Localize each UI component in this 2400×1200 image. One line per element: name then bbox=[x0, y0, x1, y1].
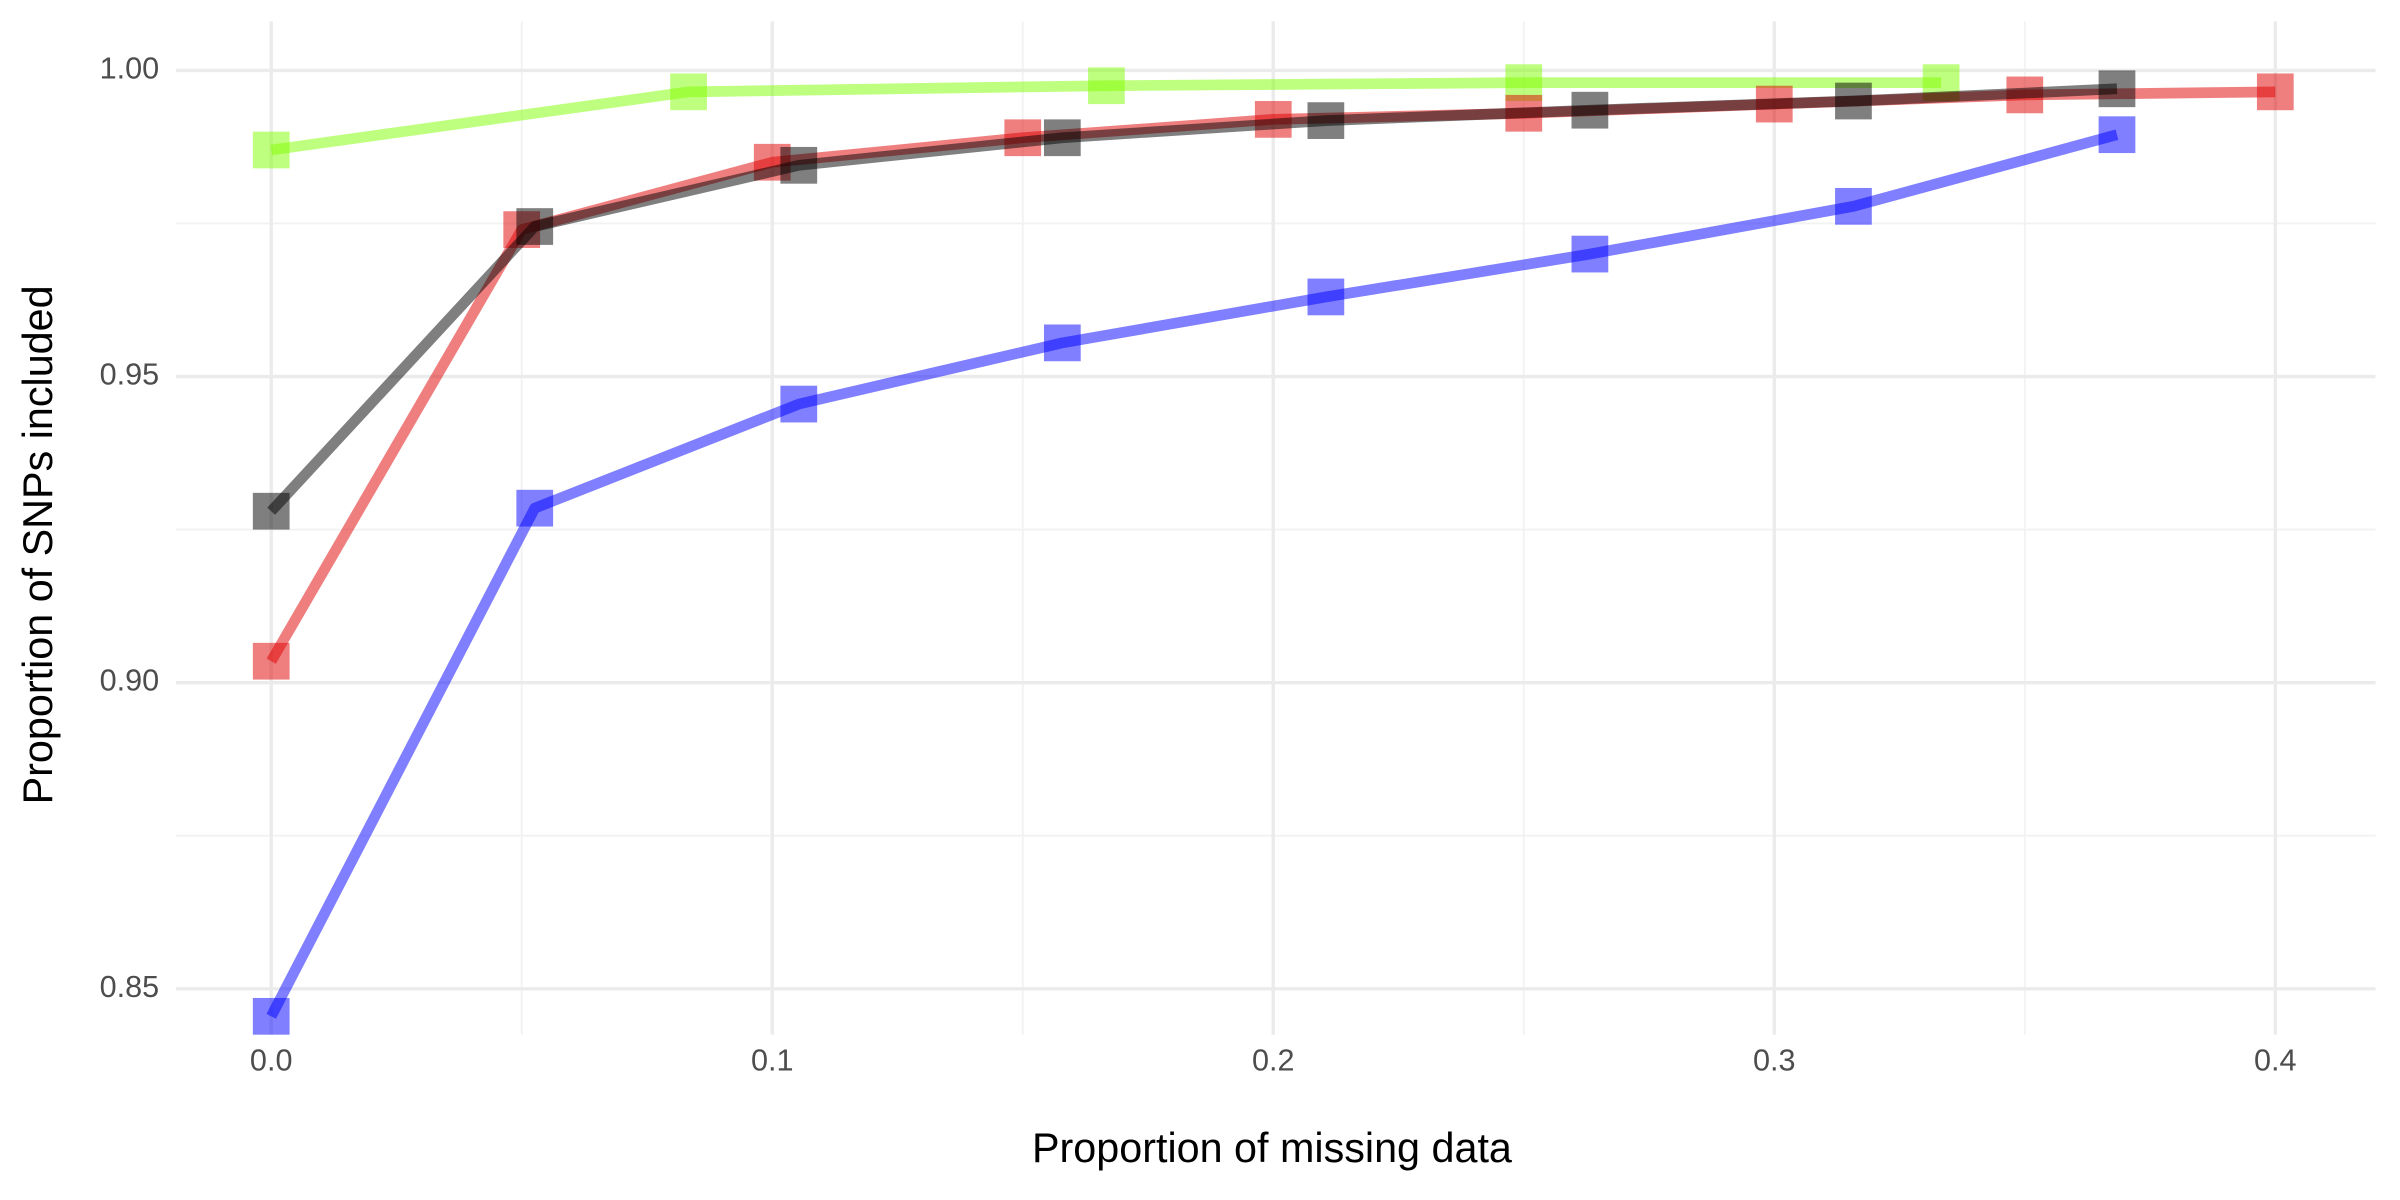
marker bbox=[1835, 82, 1872, 120]
x-tick-label: 0.2 bbox=[1252, 1043, 1295, 1077]
marker bbox=[2098, 116, 2136, 154]
y-axis-title: Proportion of SNPs included bbox=[15, 285, 61, 804]
x-tick-label: 0.4 bbox=[2254, 1043, 2297, 1077]
x-tick-label: 0.0 bbox=[250, 1043, 293, 1077]
marker bbox=[516, 489, 554, 527]
marker bbox=[1571, 91, 1609, 129]
marker bbox=[780, 146, 818, 184]
y-tick-label: 1.00 bbox=[100, 52, 160, 86]
marker bbox=[780, 385, 818, 423]
x-tick-label: 0.3 bbox=[1753, 1043, 1796, 1077]
marker bbox=[1043, 119, 1081, 157]
marker bbox=[252, 642, 290, 680]
marker bbox=[252, 492, 290, 530]
marker bbox=[1307, 278, 1345, 316]
marker bbox=[1088, 67, 1125, 105]
marker bbox=[252, 131, 290, 169]
series-line bbox=[267, 83, 2118, 515]
x-axis-title: Proportion of missing data bbox=[1032, 1125, 1512, 1171]
marker bbox=[252, 997, 290, 1035]
y-tick-label: 0.90 bbox=[100, 664, 160, 698]
marker bbox=[2098, 70, 2136, 108]
x-tick-label: 0.1 bbox=[751, 1043, 794, 1077]
marker bbox=[1835, 187, 1872, 225]
y-tick-label: 0.85 bbox=[100, 970, 160, 1004]
y-tick-label: 0.95 bbox=[100, 358, 160, 392]
marker bbox=[1043, 324, 1081, 362]
series-line bbox=[266, 129, 2119, 1019]
marker bbox=[2256, 73, 2294, 111]
marker bbox=[1571, 235, 1609, 273]
marker bbox=[516, 208, 554, 245]
marker bbox=[670, 73, 707, 111]
marker bbox=[1307, 102, 1345, 139]
